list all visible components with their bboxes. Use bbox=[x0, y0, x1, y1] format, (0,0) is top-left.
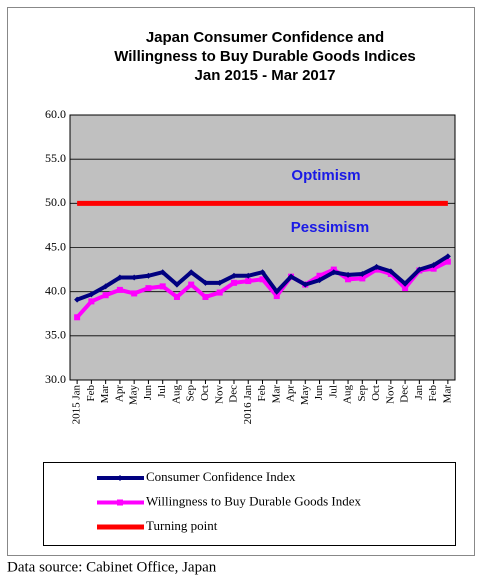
y-tick-label: 50.0 bbox=[45, 195, 66, 209]
point bbox=[402, 285, 409, 292]
point bbox=[273, 293, 280, 300]
x-tick-label: Apr bbox=[113, 385, 125, 402]
point bbox=[159, 283, 166, 290]
point bbox=[159, 269, 166, 276]
x-tick-label: Jan bbox=[413, 385, 425, 400]
point bbox=[402, 280, 409, 287]
x-tick-label: Dec bbox=[228, 385, 240, 403]
chart-title: Willingness to Buy Durable Goods Indices bbox=[114, 48, 416, 65]
point bbox=[359, 271, 366, 277]
legend-label: Willingness to Buy Durable Goods Index bbox=[146, 493, 362, 508]
point bbox=[88, 298, 95, 305]
x-tick-label: Nov bbox=[384, 385, 396, 404]
x-tick-label: Sep bbox=[185, 385, 197, 402]
y-tick-label: 45.0 bbox=[45, 239, 66, 253]
x-tick-label: Jun bbox=[142, 385, 154, 401]
point bbox=[74, 314, 81, 321]
point bbox=[188, 269, 195, 276]
y-tick-label: 40.0 bbox=[45, 283, 66, 297]
point bbox=[259, 276, 266, 283]
x-tick-label: Feb bbox=[427, 385, 439, 402]
point bbox=[259, 269, 266, 276]
point bbox=[316, 272, 323, 279]
point bbox=[373, 263, 380, 270]
point bbox=[131, 290, 138, 297]
x-tick-label: Mar bbox=[99, 385, 111, 404]
point bbox=[245, 272, 252, 279]
x-tick-label: Aug bbox=[170, 385, 182, 404]
point bbox=[173, 281, 180, 288]
point bbox=[245, 278, 252, 285]
point bbox=[131, 274, 138, 281]
point bbox=[145, 285, 152, 292]
point bbox=[430, 262, 437, 269]
point bbox=[345, 276, 352, 283]
legend-label: Consumer Confidence Index bbox=[146, 469, 296, 484]
x-tick-label: Oct bbox=[199, 385, 211, 401]
legend-marker bbox=[117, 499, 123, 506]
x-tick-label: Nov bbox=[213, 385, 225, 404]
point bbox=[88, 291, 95, 298]
y-tick-label: 35.0 bbox=[45, 328, 66, 342]
point bbox=[173, 293, 180, 300]
point bbox=[316, 277, 323, 284]
x-tick-label: Dec bbox=[399, 385, 411, 403]
x-tick-label: Aug bbox=[342, 385, 354, 404]
x-tick-label: Oct bbox=[370, 385, 382, 401]
chart-title: Japan Consumer Confidence and bbox=[146, 29, 384, 46]
x-tick-label: Jun bbox=[313, 385, 325, 401]
point bbox=[216, 289, 223, 296]
point bbox=[430, 265, 437, 272]
x-tick-label: Mar bbox=[441, 385, 453, 404]
point bbox=[444, 258, 451, 265]
point bbox=[416, 266, 423, 273]
point bbox=[202, 279, 209, 286]
point bbox=[345, 271, 352, 278]
point bbox=[288, 273, 295, 280]
annotation: Pessimism bbox=[291, 219, 369, 236]
point bbox=[188, 281, 195, 288]
x-tick-label: 2016 Jan bbox=[242, 385, 254, 425]
point bbox=[116, 286, 123, 293]
point bbox=[74, 296, 81, 303]
point bbox=[230, 272, 237, 279]
point bbox=[359, 275, 366, 282]
x-tick-label: Jul bbox=[327, 385, 339, 398]
point bbox=[116, 274, 123, 281]
x-tick-label: Apr bbox=[285, 385, 297, 402]
annotation: Optimism bbox=[291, 167, 360, 184]
point bbox=[230, 279, 237, 286]
x-tick-label: May bbox=[128, 385, 140, 406]
x-tick-label: Sep bbox=[356, 385, 368, 402]
point bbox=[145, 272, 152, 279]
x-tick-label: Mar bbox=[270, 385, 282, 404]
point bbox=[102, 292, 109, 299]
point bbox=[202, 293, 209, 300]
point bbox=[216, 279, 223, 286]
x-tick-label: Jul bbox=[156, 385, 168, 398]
point bbox=[330, 269, 337, 276]
x-tick-label: Feb bbox=[256, 385, 268, 402]
legend-marker bbox=[117, 475, 123, 481]
point bbox=[273, 288, 280, 295]
point bbox=[102, 283, 109, 290]
x-tick-label: Feb bbox=[85, 385, 97, 402]
x-tick-label: 2015 Jan bbox=[71, 385, 83, 425]
legend-label: Turning point bbox=[146, 518, 218, 533]
y-tick-label: 55.0 bbox=[45, 151, 66, 165]
point bbox=[302, 281, 309, 288]
point bbox=[444, 253, 451, 260]
y-tick-label: 60.0 bbox=[45, 107, 66, 121]
source-note: Data source: Cabinet Office, Japan bbox=[7, 559, 217, 575]
x-tick-label: May bbox=[299, 385, 311, 406]
y-tick-label: 30.0 bbox=[45, 372, 66, 386]
chart-subtitle: Jan 2015 - Mar 2017 bbox=[195, 67, 336, 84]
point bbox=[387, 268, 394, 275]
